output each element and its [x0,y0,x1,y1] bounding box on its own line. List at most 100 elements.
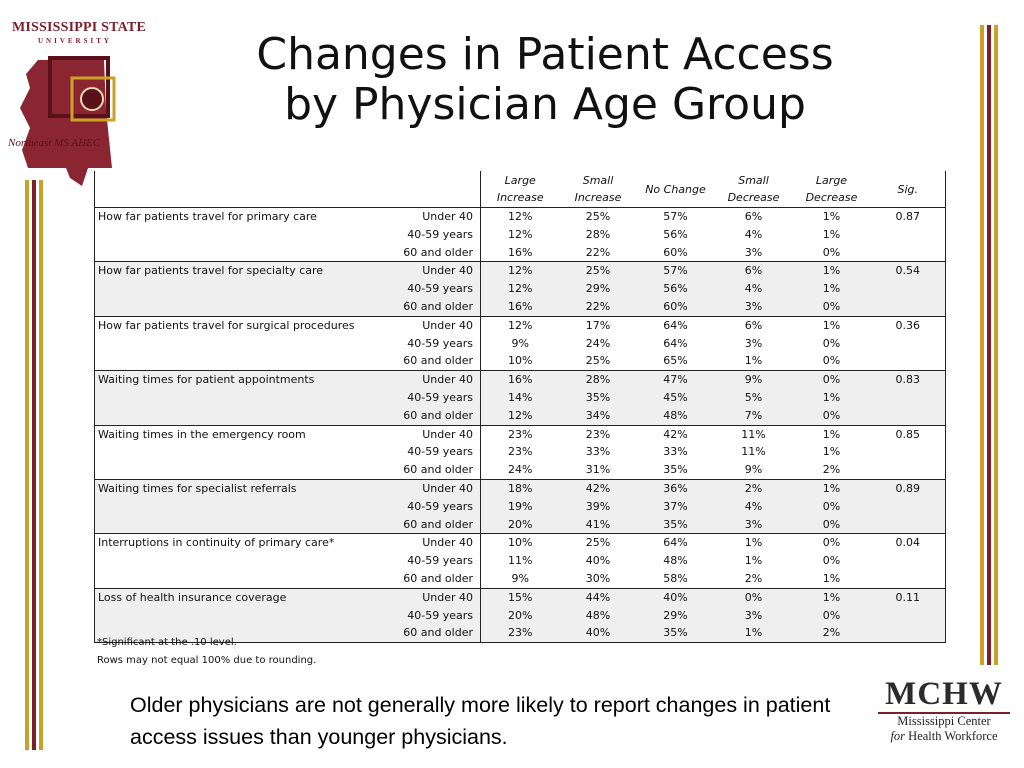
age-group: 40-59 years [396,552,481,570]
header-small-decrease: Small Decrease [727,174,780,204]
university-sub: UNIVERSITY [38,37,112,45]
patient-access-table: Large Increase Small Increase No Change Sm… [94,171,946,644]
sig-value [871,244,946,262]
age-group: Under 40 [396,370,481,389]
right-stripe-maroon [987,25,991,665]
value-cell: 10% [508,354,533,368]
mchw-name-line-2: for Health Workforce [890,729,998,743]
value-cell: 44% [559,588,637,607]
sig-value [870,606,946,625]
value-cell: 25% [585,210,611,223]
item-label: Waiting times for patient appointments [94,370,397,389]
value-cell: 45% [636,388,715,407]
value-cell: 16% [480,370,560,389]
value-cell: 7% [714,406,793,426]
value-cell: 9% [511,571,529,585]
age-group: Under 40 [396,316,481,335]
value-cell: 9% [511,336,529,350]
value-cell: 28% [559,370,637,389]
table-row: How far patients travel for primary care… [95,207,946,226]
table-group: Waiting times in the emergency room Under… [94,425,946,480]
sig-value [870,515,946,534]
left-stripe-gold-2 [39,180,43,750]
sig-value [871,570,946,588]
value-cell: 20% [480,606,560,625]
value-cell: 12% [480,280,560,298]
value-cell: 9% [714,370,793,389]
value-cell: 6% [744,318,763,332]
sig-value [870,297,946,317]
value-cell: 47% [636,370,715,389]
summary-text: Older physicians are not generally more … [130,693,831,749]
value-cell: 12% [508,227,533,241]
mchw-acronym: MCHW [885,676,1003,712]
item-label: How far patients travel for surgical pro… [98,318,355,332]
value-cell: 12% [480,261,560,281]
item-label [94,515,397,534]
table-row: How far patients travel for specialty ca… [94,261,946,281]
value-cell: 57% [636,261,715,281]
value-cell: 35% [663,463,688,477]
item-label: Waiting times in the emergency room [98,427,306,441]
header-small-increase: Small Increase [574,174,622,204]
sig-value [870,497,946,516]
value-cell: 22% [559,297,637,317]
table-row: 60 and older 16% 22% 60% 3% 0% [95,243,946,262]
value-cell: 17% [585,318,611,332]
table-notes: *Significant at the .10 level. Rows may … [97,634,316,670]
value-cell: 1% [744,554,763,568]
value-cell: 65% [663,354,688,368]
age-group: 60 and older [396,297,481,317]
age-group: 40-59 years [396,606,481,625]
sig-value: 0.04 [895,536,921,550]
header-large-decrease: Large Decrease [805,174,858,204]
age-group: Under 40 [396,533,481,553]
sig-value: 0.89 [870,479,946,498]
value-cell: 1% [792,588,871,607]
value-cell: 48% [663,554,688,568]
value-cell: 1% [822,445,841,459]
table-row: 60 and older 23% 40% 35% 1% 2% [94,624,946,643]
item-label: How far patients travel for primary care [98,210,317,223]
significance-note: *Significant at the .10 level. [97,637,237,648]
value-cell: 35% [636,515,715,534]
sig-value: 0.36 [895,318,921,332]
sig-value [870,388,946,407]
value-cell: 0% [822,336,841,350]
age-group: 40-59 years [396,443,481,462]
rounding-note: Rows may not equal 100% due to rounding. [97,655,317,666]
value-cell: 3% [744,336,763,350]
table-group: How far patients travel for surgical pro… [94,316,946,371]
header-large-increase: Large Increase [496,174,544,204]
value-cell: 35% [636,624,715,643]
item-label: How far patients travel for specialty ca… [94,261,397,281]
item-label [94,406,397,426]
value-cell: 1% [822,571,841,585]
value-cell: 0% [714,588,793,607]
value-cell: 28% [585,227,611,241]
value-cell: 20% [480,515,560,534]
table-row: Interruptions in continuity of primary c… [95,533,946,553]
value-cell: 42% [559,479,637,498]
age-group: 60 and older [396,461,481,480]
value-cell: 12% [508,210,533,223]
value-cell: 24% [508,463,533,477]
value-cell: 3% [714,297,793,317]
value-cell: 29% [636,606,715,625]
value-cell: 9% [744,463,763,477]
age-group: 60 and older [396,243,481,262]
ahec-logo: Northeast MS AHEC [8,56,116,186]
left-stripe-maroon [32,180,36,750]
value-cell: 6% [744,210,763,223]
sig-value [871,461,946,479]
value-cell: 6% [714,261,793,281]
sig-value [870,406,946,426]
sig-value: 0.83 [870,370,946,389]
value-cell: 33% [585,445,611,459]
value-cell: 56% [663,227,688,241]
age-group: 40-59 years [396,280,481,298]
value-cell: 24% [585,336,611,350]
table-row: 40-59 years 23% 33% 33% 11% 1% [95,443,946,462]
title-line-1: Changes in Patient Access [256,29,834,80]
value-cell: 48% [636,406,715,426]
